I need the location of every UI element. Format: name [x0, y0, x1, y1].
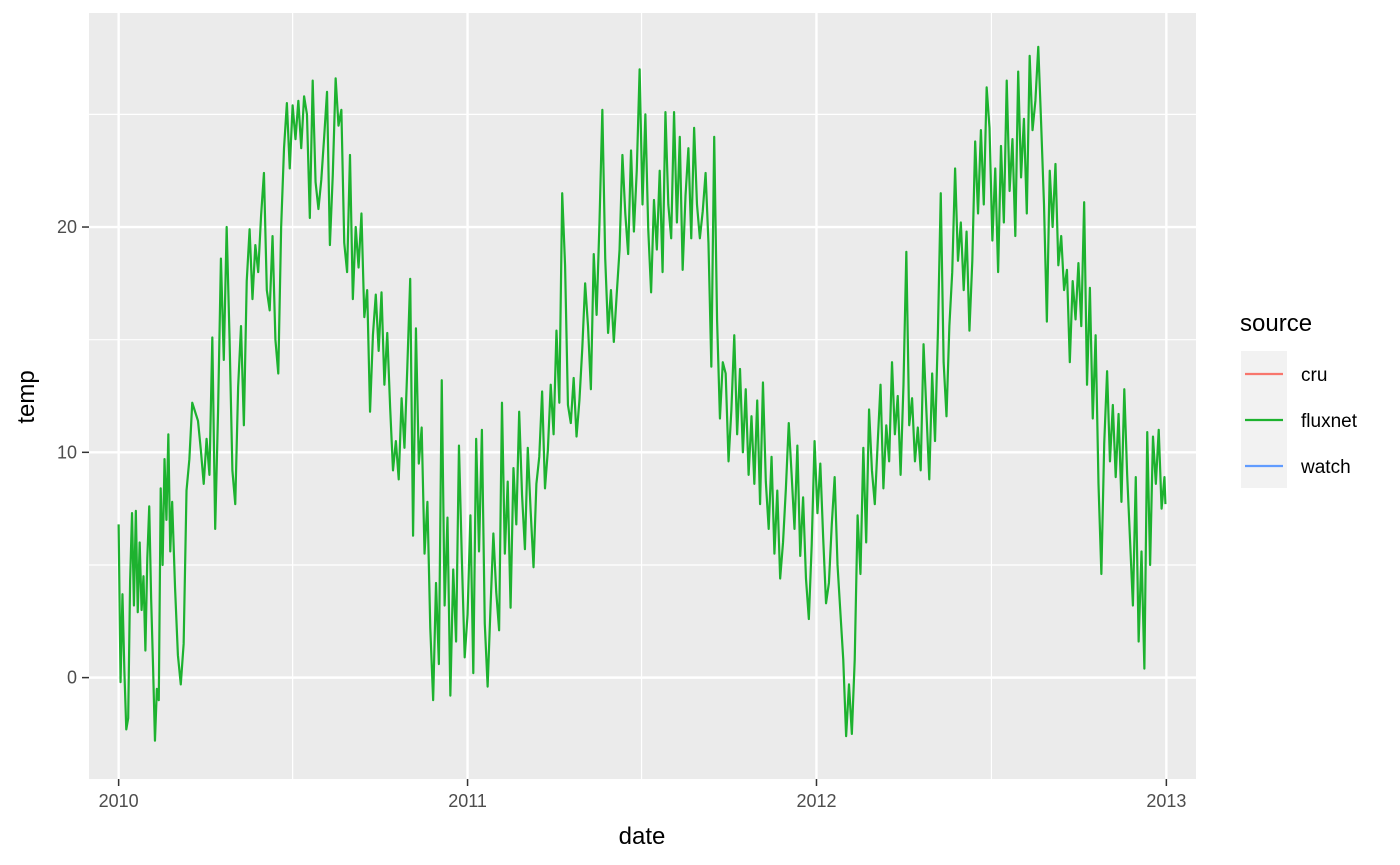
- major-gridlines: [89, 13, 1196, 779]
- legend-entries: cru fluxnet watch: [1241, 351, 1358, 488]
- y-tick-label-1: 10: [57, 442, 77, 462]
- x-axis: 2010 2011 2012 2013: [99, 779, 1186, 811]
- x-axis-title: date: [619, 823, 666, 850]
- x-tick-label-2: 2012: [796, 791, 836, 811]
- x-tick-label-3: 2013: [1146, 791, 1186, 811]
- x-tick-label-1: 2011: [448, 791, 487, 811]
- series-line-fluxnet: [117, 45, 1167, 742]
- x-tick-label-0: 2010: [99, 791, 139, 811]
- y-tick-label-2: 20: [57, 217, 77, 237]
- legend: source cru fluxnet watch: [1240, 310, 1358, 488]
- legend-title: source: [1240, 310, 1312, 337]
- y-axis-title: temp: [13, 370, 40, 423]
- legend-label-fluxnet: fluxnet: [1301, 411, 1358, 432]
- legend-label-watch: watch: [1300, 457, 1351, 478]
- series-layer: [117, 45, 1167, 742]
- panel-background: [89, 13, 1196, 779]
- y-axis: 0 10 20: [57, 217, 89, 688]
- legend-label-cru: cru: [1301, 365, 1327, 386]
- y-tick-label-0: 0: [67, 668, 77, 688]
